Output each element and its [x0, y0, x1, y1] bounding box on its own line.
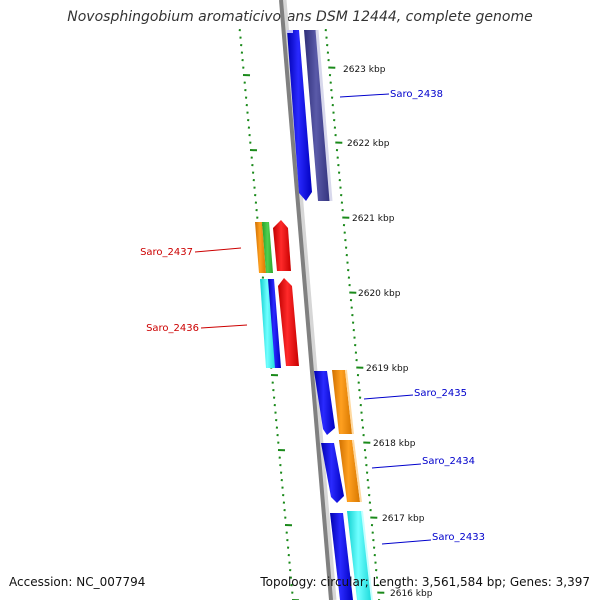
gene-2436-red-cds[interactable]: [278, 278, 299, 366]
tick-label-2618: 2618 kbp: [373, 439, 416, 449]
callout-line-2435: [363, 394, 414, 400]
gene-2433-cyan-halo: [361, 510, 373, 600]
backbone-track: [279, 0, 337, 600]
gene-2438-forward-cds[interactable]: [287, 30, 312, 201]
gene-2437-green-cds[interactable]: [262, 222, 273, 273]
gene-label-2437[interactable]: Saro_2437: [140, 247, 193, 258]
gene-2435-orange-cds[interactable]: [332, 370, 352, 434]
gene-2435-orange-halo: [345, 369, 354, 435]
tick-label-2621: 2621 kbp: [352, 214, 395, 224]
tick-label-2623: 2623 kbp: [343, 65, 386, 75]
ruler-outer: [324, 29, 385, 600]
gene-2435-blue-cds[interactable]: [314, 371, 335, 435]
gene-2436-cyan-cds[interactable]: [260, 279, 276, 368]
gene-callouts[interactable]: Saro_2438 Saro_2437 Saro_2436 Saro_2435 …: [140, 89, 485, 545]
gene-label-2434[interactable]: Saro_2434: [422, 456, 475, 467]
tick-label-2617: 2617 kbp: [382, 514, 425, 524]
gene-2438-reverse-halo: [315, 29, 333, 202]
gene-label-2438[interactable]: Saro_2438: [390, 89, 443, 100]
gene-features[interactable]: [255, 29, 373, 600]
callout-line-2437: [194, 247, 242, 253]
gene-2433-cyan-cds[interactable]: [347, 511, 372, 600]
gene-2438-reverse-cds[interactable]: [304, 30, 331, 201]
gene-label-2433[interactable]: Saro_2433: [432, 532, 485, 543]
genome-summary-text: Topology: circular; Length: 3,561,584 bp…: [260, 575, 590, 589]
callout-line-2433: [381, 539, 432, 545]
gene-2433-blue-cds[interactable]: [330, 513, 353, 600]
map-title: Novosphingobium aromaticivorans DSM 1244…: [67, 9, 533, 25]
gene-2436-blue-cds[interactable]: [268, 279, 281, 368]
accession-text: Accession: NC_007794: [9, 575, 146, 589]
gene-2437-orange-cds[interactable]: [255, 222, 266, 273]
tick-label-2620: 2620 kbp: [358, 289, 401, 299]
tick-label-2622: 2622 kbp: [347, 139, 390, 149]
gene-2434-blue-cds[interactable]: [321, 443, 344, 503]
gene-2434-orange-halo: [352, 439, 362, 503]
backbone-line: [279, 0, 333, 600]
gene-label-2435[interactable]: Saro_2435: [414, 388, 467, 399]
gene-2434-orange-cds[interactable]: [339, 440, 360, 502]
callout-line-2438: [339, 93, 390, 98]
gene-2437-red-cds[interactable]: [273, 220, 291, 271]
callout-line-2436: [200, 324, 248, 329]
tick-label-2616: 2616 kbp: [390, 589, 433, 599]
callout-line-2434: [371, 463, 422, 469]
gene-label-2436[interactable]: Saro_2436: [146, 323, 199, 334]
tick-label-2619: 2619 kbp: [366, 364, 409, 374]
gene-2438-forward-halo: [287, 30, 293, 33]
tick-labels: 2623 kbp 2622 kbp 2621 kbp 2620 kbp 2619…: [343, 65, 433, 599]
